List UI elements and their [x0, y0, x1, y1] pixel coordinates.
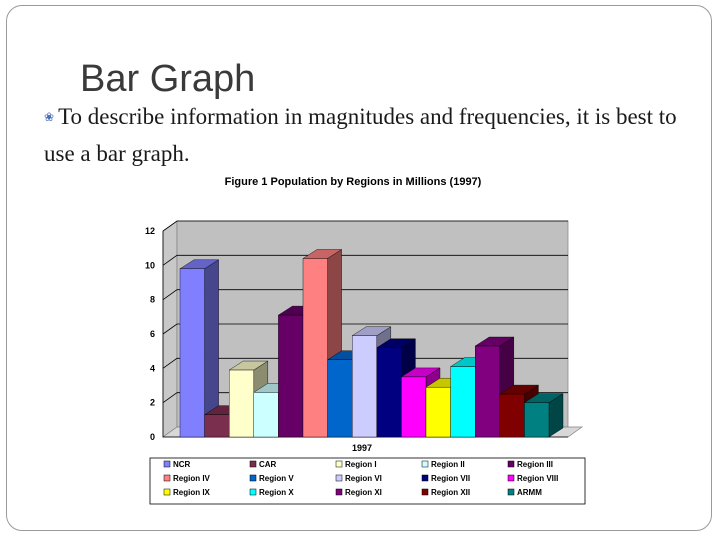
y-tick-label: 12: [145, 226, 155, 236]
legend-swatch: [249, 460, 257, 468]
legend-swatch: [249, 474, 257, 482]
bar-front: [401, 376, 427, 438]
legend-label: Region VI: [345, 474, 382, 483]
bar-front: [524, 402, 550, 438]
bar-front: [499, 393, 525, 438]
bar-front: [327, 359, 353, 438]
bar-front: [425, 387, 451, 438]
legend-swatch: [249, 488, 257, 496]
legend-swatch: [163, 460, 171, 468]
bar-front: [475, 345, 501, 438]
legend-label: Region X: [259, 488, 294, 497]
legend-label: NCR: [173, 460, 191, 469]
legend-label: ARMM: [517, 488, 542, 497]
legend-swatch: [421, 474, 429, 482]
bar-front: [253, 392, 279, 438]
chart-bars: [179, 249, 564, 438]
y-tick-label: 8: [150, 295, 155, 305]
bar-front: [179, 268, 205, 438]
bar-front: [450, 366, 476, 438]
y-tick-label: 0: [150, 432, 155, 442]
legend-swatch: [335, 474, 343, 482]
legend-label: Region VII: [431, 474, 470, 483]
bar-front: [376, 347, 402, 438]
bar: [179, 259, 220, 438]
bullet-item: ❀ To describe information in magnitudes a…: [44, 100, 684, 171]
legend-swatch: [507, 488, 515, 496]
bullet-icon: ❀: [44, 110, 55, 124]
gridline: [162, 323, 568, 335]
bar-front: [228, 369, 254, 438]
bar-front: [204, 414, 230, 438]
chart-legend: NCR CAR Region I Region II Region III Region …: [149, 457, 586, 505]
y-tick-label: 4: [150, 363, 155, 373]
bar-front: [302, 258, 328, 438]
bar-front: [352, 335, 378, 438]
gridline: [162, 254, 568, 266]
bar: [523, 393, 564, 438]
legend-label: Region XI: [345, 488, 382, 497]
legend-swatch: [335, 460, 343, 468]
x-axis-label: 1997: [352, 443, 372, 453]
y-tick-label: 2: [150, 398, 155, 408]
y-axis-ticks: 0 2 4 6 8 10 12: [145, 226, 155, 442]
legend-swatch: [421, 460, 429, 468]
legend-label: Region II: [431, 460, 465, 469]
bar-front: [278, 314, 304, 438]
legend-swatch: [421, 488, 429, 496]
legend-swatch: [335, 488, 343, 496]
chart-title: Figure 1 Population by Regions in Millio…: [225, 176, 482, 188]
gridline: [162, 220, 568, 232]
legend-label: Region I: [345, 460, 377, 469]
legend-swatch: [163, 474, 171, 482]
legend-label: Region IX: [173, 488, 211, 497]
legend-label: Region V: [259, 474, 294, 483]
slide-title: Bar Graph: [80, 58, 256, 100]
bullet-text: To describe information in magnitudes an…: [44, 104, 677, 166]
y-tick-label: 6: [150, 329, 155, 339]
gridline: [162, 289, 568, 300]
legend-label: CAR: [259, 460, 277, 469]
legend-swatch: [507, 460, 515, 468]
legend-label: Region XII: [431, 488, 470, 497]
legend-label: Region III: [517, 460, 553, 469]
legend-label: Region VIII: [517, 474, 558, 483]
legend-swatch: [163, 488, 171, 496]
legend-label: Region IV: [173, 474, 211, 483]
y-tick-label: 10: [145, 260, 155, 270]
gridline: [162, 357, 568, 369]
legend-swatch: [507, 474, 515, 482]
